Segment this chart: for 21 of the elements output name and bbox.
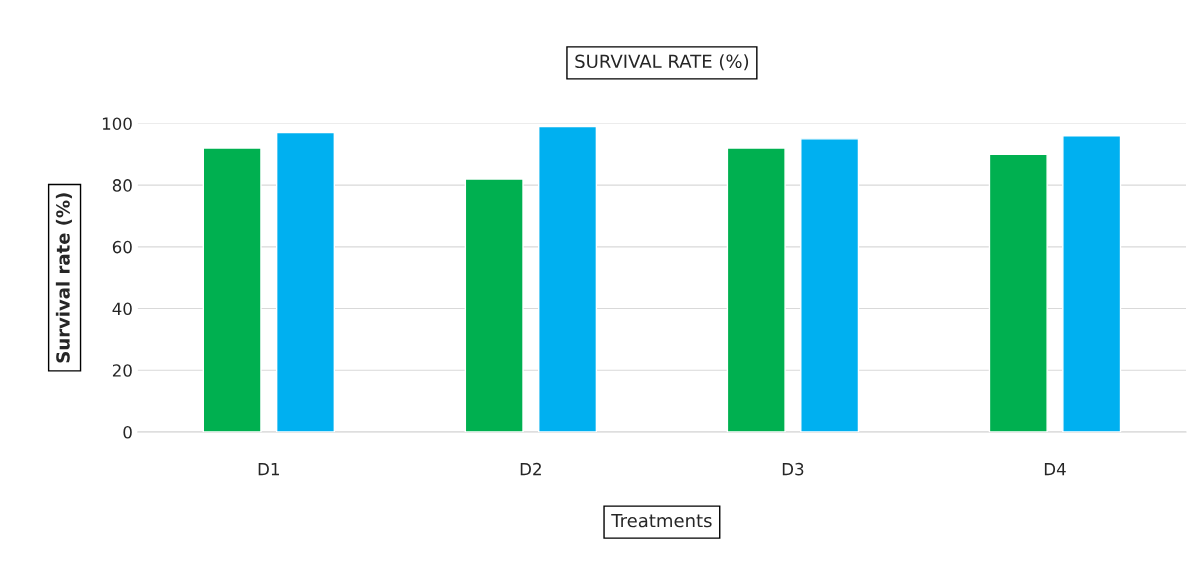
y-tick-label: 20 (112, 364, 132, 377)
bar (1062, 135, 1122, 432)
chart-title: SURVIVAL RATE (%) (575, 54, 749, 71)
bar (275, 131, 336, 432)
y-tick-label: 0 (123, 425, 132, 439)
bar (988, 153, 1048, 432)
bar (464, 178, 524, 432)
bar (538, 125, 598, 432)
bar (726, 147, 786, 432)
bar (202, 147, 262, 432)
bar (800, 138, 860, 432)
x-tick-label: D2 (520, 462, 541, 476)
x-tick-label: D4 (1044, 463, 1066, 476)
y-tick-label: 40 (112, 302, 132, 316)
x-tick-label: D1 (258, 463, 279, 476)
x-axis-title: Treatments (611, 513, 712, 528)
y-axis-title: Survival rate (%) (55, 193, 72, 363)
y-tick-label: 80 (112, 179, 132, 192)
x-tick-label: D3 (782, 462, 804, 476)
y-tick-label: 60 (112, 240, 132, 254)
y-tick-label: 100 (102, 117, 132, 130)
